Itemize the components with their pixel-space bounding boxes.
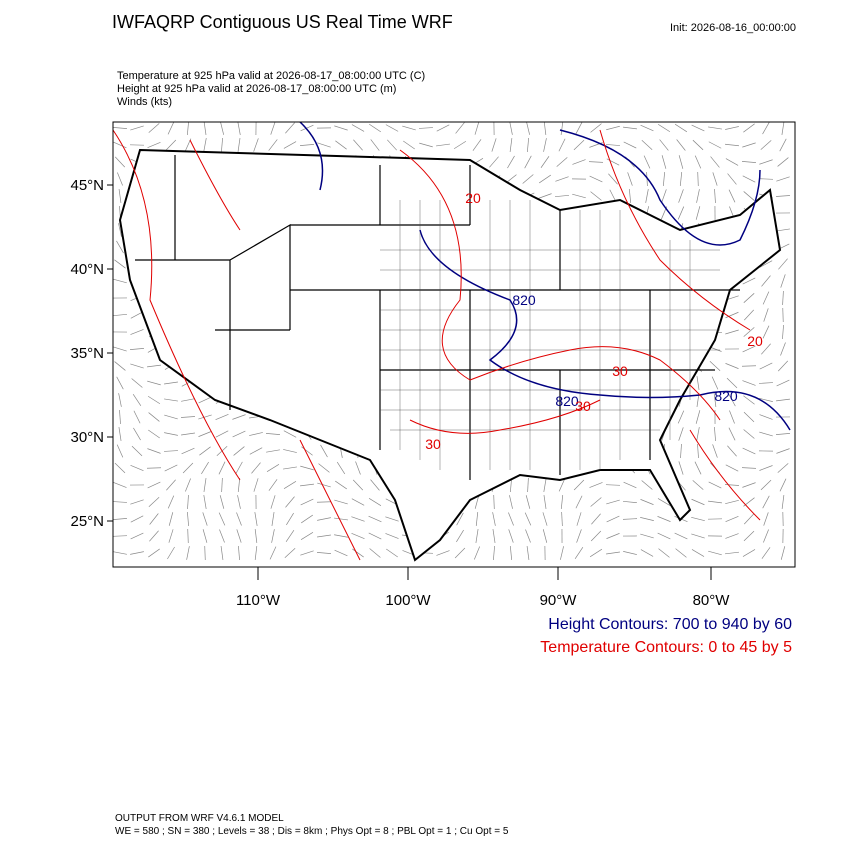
title: IWFAQRP Contiguous US Real Time WRF [112,12,453,32]
footer-line: OUTPUT FROM WRF V4.6.1 MODEL [115,813,284,824]
contour-label: 20 [747,333,763,349]
contour-label: 30 [425,436,441,452]
contour-label: 30 [575,398,591,414]
latitude-label: 45°N [70,177,104,194]
longitude-label: 100°W [385,592,431,609]
contour-label: 20 [465,190,481,206]
longitude-label: 90°W [540,592,578,609]
longitude-label: 110°W [236,592,281,609]
latitude-label: 35°N [70,345,104,362]
latitude-label: 25°N [70,513,104,530]
latitude-label: 40°N [70,261,104,278]
contour-label: 820 [512,292,536,308]
field-line: Height at 925 hPa valid at 2026-08-17_08… [117,83,396,95]
longitude-label: 80°W [693,592,731,609]
footer-line: WE = 580 ; SN = 380 ; Levels = 38 ; Dis … [115,826,509,837]
legend-entry: Temperature Contours: 0 to 45 by 5 [540,639,792,656]
init-time: Init: 2026-08-16_00:00:00 [670,22,796,34]
contour-label: 30 [612,363,628,379]
contour-label: 820 [714,388,738,404]
field-line: Winds (kts) [117,96,172,108]
field-line: Temperature at 925 hPa valid at 2026-08-… [117,70,425,82]
latitude-label: 30°N [70,429,104,446]
legend-entry: Height Contours: 700 to 940 by 60 [548,616,792,633]
